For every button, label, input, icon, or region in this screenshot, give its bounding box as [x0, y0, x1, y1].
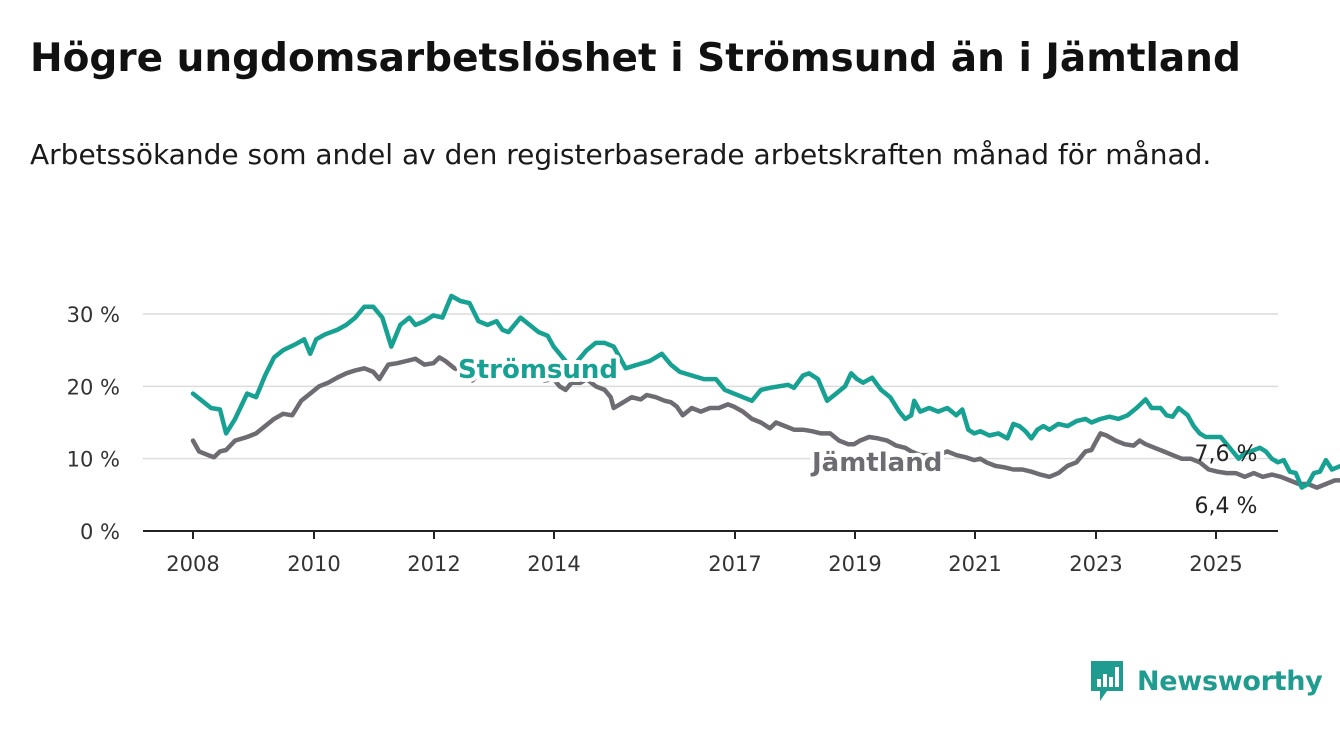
x-tick-label: 2025	[1189, 552, 1242, 576]
chart-title: Högre ungdomsarbetslöshet i Strömsund än…	[30, 36, 1241, 81]
end-value-stromsund: 7,6 %	[1195, 442, 1258, 467]
series-labels: Strömsund Jämtland 7,6 % 6,4 %	[454, 351, 1258, 519]
brand-name: Newsworthy	[1137, 665, 1323, 697]
x-tick-label: 2014	[527, 552, 580, 576]
x-tick-label: 2019	[828, 552, 881, 576]
series-line-0	[190, 293, 1340, 490]
x-tick-label: 2017	[708, 552, 761, 576]
series-label-jamtland: Jämtland	[810, 448, 942, 478]
y-axis-ticks: 0 % 10 % 20 % 30 %	[67, 303, 120, 544]
chart-subtitle: Arbetssökande som andel av den registerb…	[30, 138, 1212, 171]
x-tick-label: 2010	[287, 552, 340, 576]
series-line-1	[190, 355, 1340, 490]
y-tick-label: 10 %	[67, 448, 120, 472]
brand: Newsworthy	[1089, 658, 1323, 704]
end-value-jamtland: 6,4 %	[1195, 494, 1258, 519]
y-tick-label: 20 %	[67, 375, 120, 399]
series-label-stromsund: Strömsund	[458, 355, 618, 385]
y-tick-label: 30 %	[67, 303, 120, 327]
x-tick-label: 2021	[948, 552, 1001, 576]
series-lines	[190, 293, 1340, 490]
x-axis-ticks: 2008 2010 2012 2014 2017 2019 2021 2023 2025	[166, 531, 1243, 576]
gridlines	[143, 313, 1278, 532]
y-tick-label: 0 %	[80, 520, 120, 544]
newsworthy-logo-icon	[1091, 661, 1123, 701]
x-tick-label: 2008	[166, 552, 219, 576]
x-tick-label: 2012	[407, 552, 460, 576]
x-tick-label: 2023	[1069, 552, 1122, 576]
